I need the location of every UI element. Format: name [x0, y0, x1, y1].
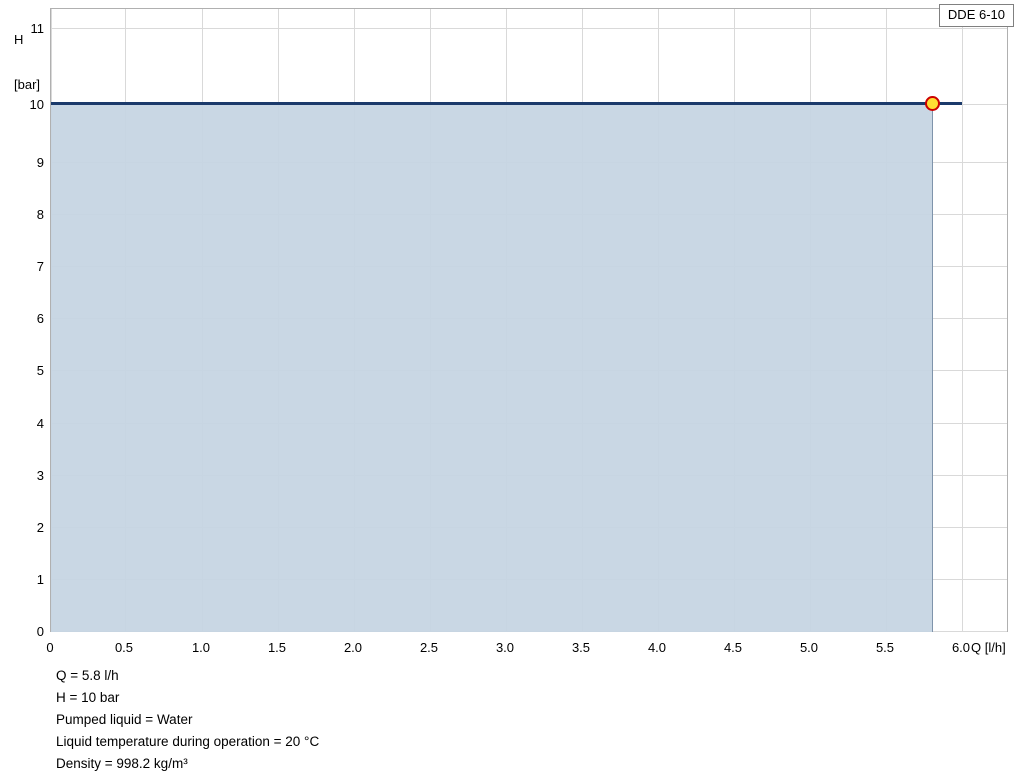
y-tick-9: 9 [36, 155, 44, 170]
y-tick-6: 6 [36, 311, 44, 326]
info-line-head: H = 10 bar [56, 690, 120, 705]
y-tick-5: 5 [36, 363, 44, 378]
x-tick-8: 4.0 [647, 640, 667, 655]
y-tick-0: 0 [36, 624, 44, 639]
x-axis-title: Q [l/h] [971, 640, 1006, 655]
duty-point-marker[interactable] [925, 96, 940, 111]
x-tick-12: 6.0 [951, 640, 971, 655]
info-line-liquid: Pumped liquid = Water [56, 712, 193, 727]
info-line-density: Density = 998.2 kg/m³ [56, 756, 188, 771]
x-tick-3: 1.5 [267, 640, 287, 655]
info-line-temperature: Liquid temperature during operation = 20… [56, 734, 320, 749]
y-tick-3: 3 [36, 468, 44, 483]
x-tick-4: 2.0 [343, 640, 363, 655]
x-tick-1: 0.5 [114, 640, 134, 655]
y-axis-ticks: 0 1 2 3 4 5 6 7 8 9 10 11 [0, 0, 44, 781]
y-axis-title-unit: [bar] [14, 77, 41, 92]
y-axis-title: H [bar] [14, 2, 40, 122]
x-tick-11: 5.5 [875, 640, 895, 655]
y-tick-4: 4 [36, 416, 44, 431]
operating-range-area [51, 104, 933, 632]
legend: DDE 6-10 [938, 4, 1014, 27]
x-tick-0: 0 [46, 640, 54, 655]
y-tick-10: 10 [29, 97, 44, 112]
duty-point-vertical-line [932, 104, 933, 632]
x-tick-10: 5.0 [799, 640, 819, 655]
x-tick-7: 3.5 [571, 640, 591, 655]
y-axis-title-symbol: H [14, 32, 24, 47]
legend-label: DDE 6-10 [947, 7, 1005, 22]
x-tick-5: 2.5 [419, 640, 439, 655]
y-tick-11: 11 [30, 21, 45, 36]
info-line-flow: Q = 5.8 l/h [56, 668, 119, 683]
y-tick-1: 1 [36, 572, 44, 587]
duty-point-info: Q = 5.8 l/h H = 10 bar Pumped liquid = W… [56, 665, 319, 775]
x-tick-9: 4.5 [723, 640, 743, 655]
x-tick-2: 1.0 [191, 640, 211, 655]
y-tick-7: 7 [36, 259, 44, 274]
plot-area [50, 8, 1008, 632]
y-tick-2: 2 [36, 520, 44, 535]
gridline-x-6.0 [962, 9, 963, 631]
gridline-y-11 [51, 28, 1007, 29]
pump-curve-line [51, 102, 962, 105]
x-tick-6: 3.0 [495, 640, 515, 655]
y-tick-8: 8 [36, 207, 44, 222]
